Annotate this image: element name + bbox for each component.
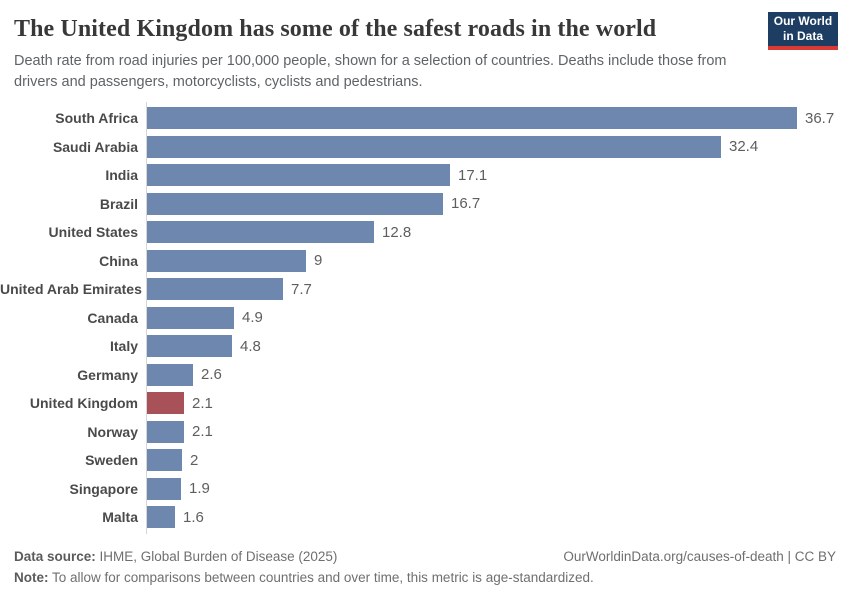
category-label: South Africa [55,110,138,127]
chart-row: Italy 4.8 [0,332,850,361]
bar-track: 17.1 [146,161,850,190]
chart-row: Germany 2.6 [0,361,850,390]
note-label: Note: [14,570,49,585]
chart-row: Brazil 16.7 [0,190,850,219]
bar [147,306,234,329]
value-label: 4.9 [242,309,263,327]
chart-subtitle: Death rate from road injuries per 100,00… [14,53,727,90]
value-label: 1.9 [189,480,210,498]
chart-row: Malta 1.6 [0,503,850,532]
value-label: 7.7 [291,280,312,298]
note-text: To allow for comparisons between countri… [48,570,594,585]
chart-header: The United Kingdom has some of the safes… [0,0,850,93]
bar [147,249,306,272]
category-label: Saudi Arabia [52,138,138,155]
bar-track: 9 [146,247,850,276]
logo-line-2: in Data [782,29,823,43]
value-label: 2.6 [201,366,222,384]
bar-highlighted [147,392,184,415]
bar-track: 16.7 [146,190,850,219]
data-source: Data source: IHME, Global Burden of Dise… [14,546,337,567]
bar [147,506,175,529]
data-source-label: Data source: [14,549,96,564]
category-label: India [105,167,138,184]
chart-rows: South Africa 36.7 Saudi Arabia 32.4 India 17.… [0,104,850,532]
value-label: 1.6 [183,508,204,526]
category-label: Singapore [69,480,138,497]
bar-track: 4.8 [146,332,850,361]
bar-track: 2.6 [146,361,850,390]
bar-track: 36.7 [146,104,850,133]
bar-track: 32.4 [146,133,850,162]
value-label: 4.8 [240,337,261,355]
bar-track: 2 [146,446,850,475]
category-label: Sweden [85,452,138,469]
bar [147,335,232,358]
bar [147,107,797,130]
bar [147,278,283,301]
data-source-text: IHME, Global Burden of Disease (2025) [95,549,338,564]
chart-row: India 17.1 [0,161,850,190]
value-label: 9 [314,252,323,270]
license-link: OurWorldinData.org/causes-of-death | CC … [563,549,836,564]
bar-track: 4.9 [146,304,850,333]
bar [147,135,721,158]
chart-row: Canada 4.9 [0,304,850,333]
chart-row: Saudi Arabia 32.4 [0,133,850,162]
category-label: Norway [87,423,138,440]
value-label: 32.4 [729,138,759,156]
category-label: Canada [87,309,138,326]
bar-track: 12.8 [146,218,850,247]
chart-row: Sweden 2 [0,446,850,475]
chart-row: United States 12.8 [0,218,850,247]
category-label: Germany [77,366,138,383]
category-label: United Arab Emirates [0,281,142,298]
category-label: Brazil [99,195,138,212]
bar-track: 2.1 [146,389,850,418]
category-label: Malta [102,509,138,526]
chart-row: China 9 [0,247,850,276]
bar [147,192,443,215]
value-label: 12.8 [382,223,412,241]
chart-row: United Arab Emirates 7.7 [0,275,850,304]
value-label: 2.1 [192,394,213,412]
bar [147,449,182,472]
y-axis-line [146,102,147,534]
value-label: 17.1 [458,166,488,184]
bar [147,420,184,443]
value-label: 36.7 [805,109,835,127]
category-label: United States [48,224,138,241]
bar [147,221,374,244]
chart-footer: Data source: IHME, Global Burden of Dise… [14,546,836,588]
bar-track: 7.7 [146,275,850,304]
bar [147,164,450,187]
category-label: China [99,252,138,269]
value-label: 2 [190,451,199,469]
page-title: The United Kingdom has some of the safes… [14,16,657,42]
owid-logo: Our World in Data [768,12,838,50]
chart-row: Norway 2.1 [0,418,850,447]
bar-chart: South Africa 36.7 Saudi Arabia 32.4 India 17.… [0,102,850,534]
footer-note-line: Note: To allow for comparisons between c… [14,567,836,588]
bar [147,363,193,386]
chart-row: Singapore 1.9 [0,475,850,504]
category-label: United Kingdom [29,395,138,412]
chart-row: South Africa 36.7 [0,104,850,133]
bar [147,477,181,500]
category-label: Italy [109,338,138,355]
value-label: 16.7 [451,195,481,213]
bar-track: 1.9 [146,475,850,504]
bar-track: 2.1 [146,418,850,447]
logo-line-1: Our World [773,14,833,28]
chart-row: United Kingdom 2.1 [0,389,850,418]
footer-source-line: Data source: IHME, Global Burden of Dise… [14,546,836,567]
value-label: 2.1 [192,423,213,441]
bar-track: 1.6 [146,503,850,532]
